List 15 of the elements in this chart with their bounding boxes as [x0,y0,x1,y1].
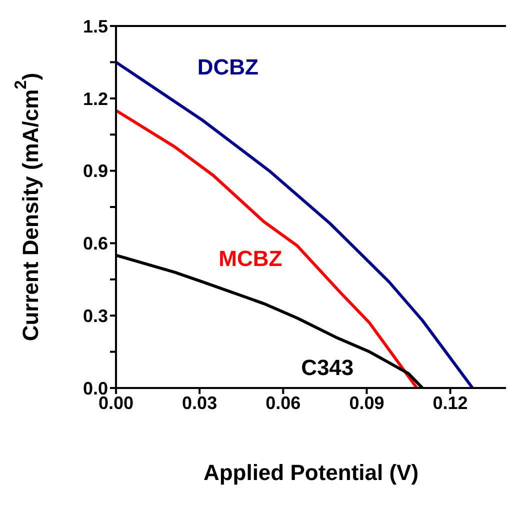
x-tick-label: 0.06 [266,392,301,413]
y-tick-label: 0.9 [82,161,108,182]
series-label: DCBZ [197,54,258,80]
y-tick-label: 1.2 [82,88,108,109]
y-tick-label: 0.3 [82,306,108,326]
y-tick-label: 0.6 [82,234,108,254]
line-series [116,60,474,388]
series-label: MCBZ [218,246,282,272]
x-axis-title: Applied Potential (V) [203,460,419,485]
x-tick-label: 0.12 [432,392,468,413]
line-series [116,108,418,388]
series-label: C343 [301,355,354,380]
x-tick-label: 0.03 [182,392,218,413]
y-tick-label: 1.5 [82,16,108,36]
x-tick-label: 0.09 [349,392,384,413]
